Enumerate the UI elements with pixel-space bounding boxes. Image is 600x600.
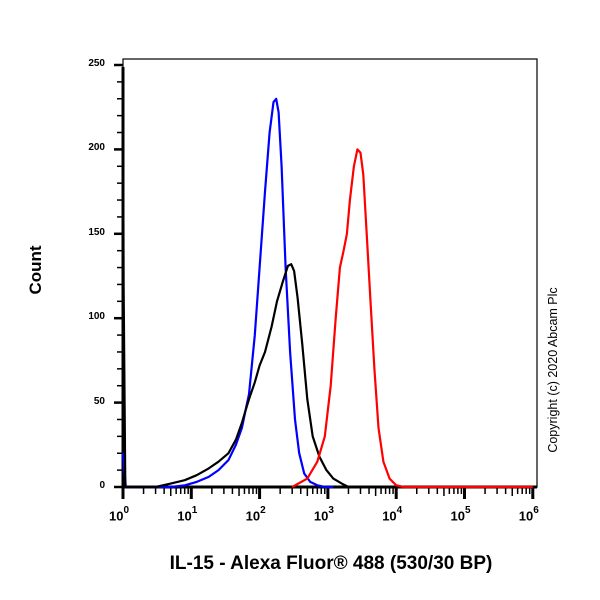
x-axis-label: IL-15 - Alexa Fluor® 488 (530/30 BP) — [169, 553, 493, 574]
plot-frame — [121, 58, 538, 495]
x-tick-label: 104 — [382, 505, 403, 524]
series-lines — [121, 73, 533, 489]
x-tick-label: 100 — [109, 505, 130, 524]
y-axis-label-text: Count — [26, 245, 45, 295]
y-axis-label: Count — [6, 240, 66, 300]
x-tick-label: 102 — [245, 505, 266, 524]
x-tick-label: 105 — [450, 505, 471, 524]
y-tick-label: 150 — [88, 226, 105, 238]
series-il-15-staining — [291, 148, 533, 489]
y-tick-label: 0 — [99, 480, 105, 491]
y-tick-label: 200 — [88, 142, 105, 154]
series-unlabelled-control — [121, 97, 334, 489]
y-tick-label: 50 — [93, 395, 105, 407]
x-tick-label: 101 — [177, 505, 198, 524]
y-axis-ticks — [114, 63, 123, 489]
series-isotype-control — [121, 73, 354, 489]
y-tick-label: 250 — [88, 58, 105, 69]
copyright-text: Copyright (c) 2020 Abcam Plc — [546, 287, 560, 453]
x-tick-label: 106 — [518, 505, 539, 524]
y-tick-label: 100 — [88, 311, 105, 323]
x-axis-ticks — [121, 487, 535, 499]
x-tick-label: 103 — [313, 505, 334, 524]
